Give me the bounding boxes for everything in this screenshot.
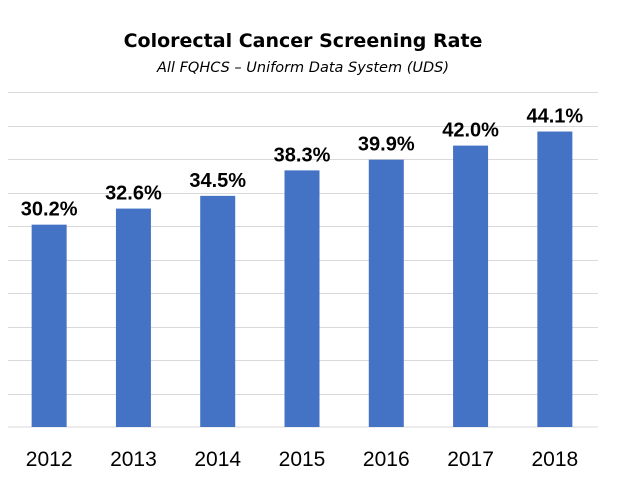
x-tick-label-2013: 2013 bbox=[110, 448, 157, 471]
data-label-2013: 32.6% bbox=[105, 183, 162, 205]
data-label-2018: 44.1% bbox=[526, 106, 583, 128]
data-label-2015: 38.3% bbox=[274, 144, 331, 166]
data-label-2016: 39.9% bbox=[358, 134, 415, 156]
data-label-2012: 30.2% bbox=[21, 199, 78, 221]
data-label-2014: 34.5% bbox=[189, 170, 246, 192]
x-tick-label-2016: 2016 bbox=[363, 448, 410, 471]
chart-title: Colorectal Cancer Screening Rate bbox=[124, 30, 483, 52]
x-tick-label-2014: 2014 bbox=[194, 448, 241, 471]
x-tick-label-2015: 2015 bbox=[279, 448, 326, 471]
bar-2015 bbox=[284, 170, 320, 427]
x-tick-labels: 2012 2013 2014 2015 2016 2017 2018 bbox=[26, 448, 578, 471]
chart-subtitle: All FQHCS – Uniform Data System (UDS) bbox=[156, 60, 449, 76]
bar-2018 bbox=[537, 131, 573, 427]
bar-2014 bbox=[200, 195, 236, 427]
data-label-2017: 42.0% bbox=[442, 120, 499, 142]
x-tick-label-2018: 2018 bbox=[531, 448, 578, 471]
bar-2017 bbox=[453, 145, 489, 427]
bars bbox=[31, 131, 573, 428]
data-labels: 30.2% 32.6% 34.5% 38.3% 39.9% 42.0% 44.1% bbox=[21, 106, 584, 221]
bar-2012 bbox=[31, 224, 67, 427]
bar-2016 bbox=[368, 159, 404, 428]
x-tick-label-2012: 2012 bbox=[26, 448, 73, 471]
x-tick-label-2017: 2017 bbox=[447, 448, 494, 471]
bar-2013 bbox=[115, 208, 151, 427]
